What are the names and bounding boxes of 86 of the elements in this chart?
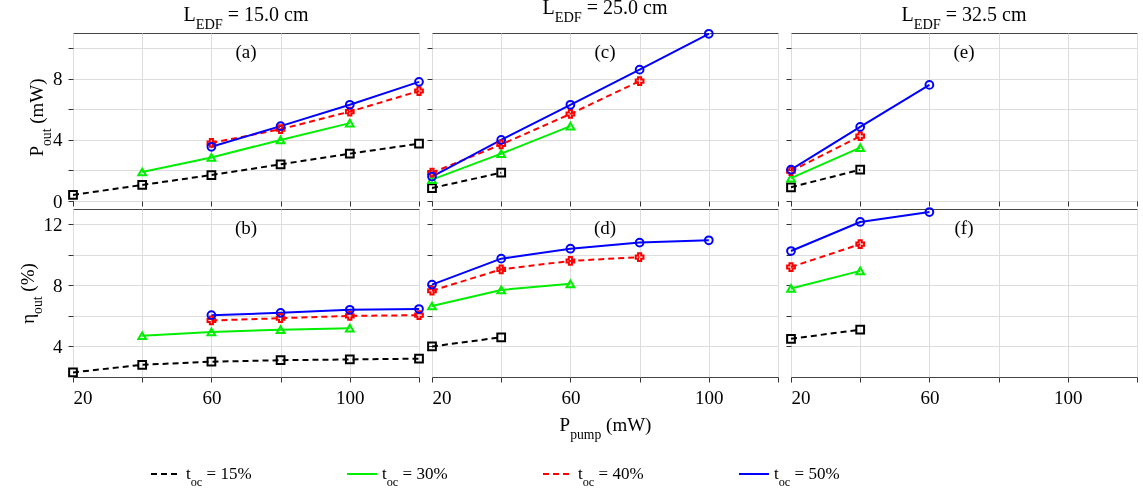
point: [427, 341, 437, 352]
point: [786, 182, 796, 193]
x-tick-label: 60: [561, 386, 581, 408]
point: [206, 356, 217, 367]
point: [634, 76, 645, 86]
point: [344, 354, 355, 365]
point: [137, 359, 148, 370]
chart-title: L$_{EDF}$ = 25.0 cm: [542, 0, 668, 25]
point: [206, 315, 217, 326]
x-tick-label: 100: [695, 386, 724, 408]
point: [496, 149, 507, 159]
x-tick-label: 20: [432, 386, 452, 408]
point: [496, 285, 507, 295]
point: [344, 323, 355, 333]
point: [427, 285, 437, 296]
x-tick-label: 100: [1054, 386, 1083, 408]
x-tick-label: 60: [920, 386, 940, 408]
y-tick-label: 8: [53, 68, 63, 90]
point: [206, 138, 217, 148]
annotation: (c): [594, 41, 616, 63]
point: [634, 252, 645, 262]
legend-label: t$_{oc}$ = 15%: [186, 464, 252, 489]
point: [275, 135, 286, 145]
point: [855, 122, 866, 132]
point: [275, 313, 286, 324]
point: [855, 164, 866, 175]
point: [427, 167, 437, 178]
legend-label: t$_{oc}$ = 40%: [578, 464, 644, 489]
x-tick-label: 60: [202, 386, 222, 408]
point: [344, 304, 355, 315]
legend-label: t$_{oc}$ = 50%: [774, 464, 840, 489]
point: [137, 180, 148, 190]
point: [137, 167, 148, 177]
x-tick-label: 20: [73, 386, 93, 408]
point: [414, 86, 424, 96]
point: [427, 301, 437, 311]
y-tick-label: 12: [43, 213, 63, 235]
point: [427, 175, 437, 184]
point: [275, 325, 286, 335]
x-tick-label: 100: [336, 386, 365, 408]
point: [565, 279, 576, 289]
annotation: (a): [235, 41, 257, 63]
point: [206, 170, 217, 180]
x-tick-label: 20: [791, 386, 811, 408]
point: [344, 106, 355, 117]
point: [496, 139, 507, 150]
point: [496, 253, 507, 264]
point: [634, 237, 645, 248]
point: [206, 153, 217, 162]
point: [206, 327, 217, 337]
point: [496, 332, 507, 343]
point: [496, 167, 507, 178]
point: [565, 99, 576, 110]
point: [137, 331, 148, 341]
y-tick-label: 0: [53, 190, 63, 212]
point: [275, 355, 286, 366]
point: [565, 109, 576, 119]
annotation: (f): [954, 217, 974, 239]
point: [414, 310, 424, 321]
point: [344, 311, 355, 321]
point: [68, 367, 78, 378]
annotation: (b): [234, 217, 258, 239]
point: [414, 138, 424, 149]
y-tick-label: 8: [53, 274, 63, 296]
point: [565, 243, 576, 254]
point: [344, 148, 355, 159]
annotation: (d): [593, 217, 617, 239]
annotation: (e): [953, 41, 975, 63]
point: [427, 183, 437, 193]
point: [275, 159, 286, 170]
point: [344, 118, 355, 128]
point: [565, 256, 576, 266]
chart-title: L$_{EDF}$ = 15.0 cm: [183, 3, 309, 32]
point: [496, 264, 507, 275]
point: [414, 353, 424, 364]
x-axis-title: P$_{pump}$ (mW): [559, 413, 652, 441]
y-tick-label: 4: [53, 335, 63, 357]
chart-title: L$_{EDF}$ = 32.5 cm: [901, 3, 1027, 32]
point: [275, 307, 286, 318]
point: [855, 131, 866, 141]
point: [496, 135, 507, 145]
point: [344, 99, 355, 110]
legend-label: t$_{oc}$ = 30%: [382, 464, 448, 489]
point: [634, 64, 645, 75]
y-tick-label: 4: [53, 129, 63, 151]
point: [565, 121, 576, 131]
